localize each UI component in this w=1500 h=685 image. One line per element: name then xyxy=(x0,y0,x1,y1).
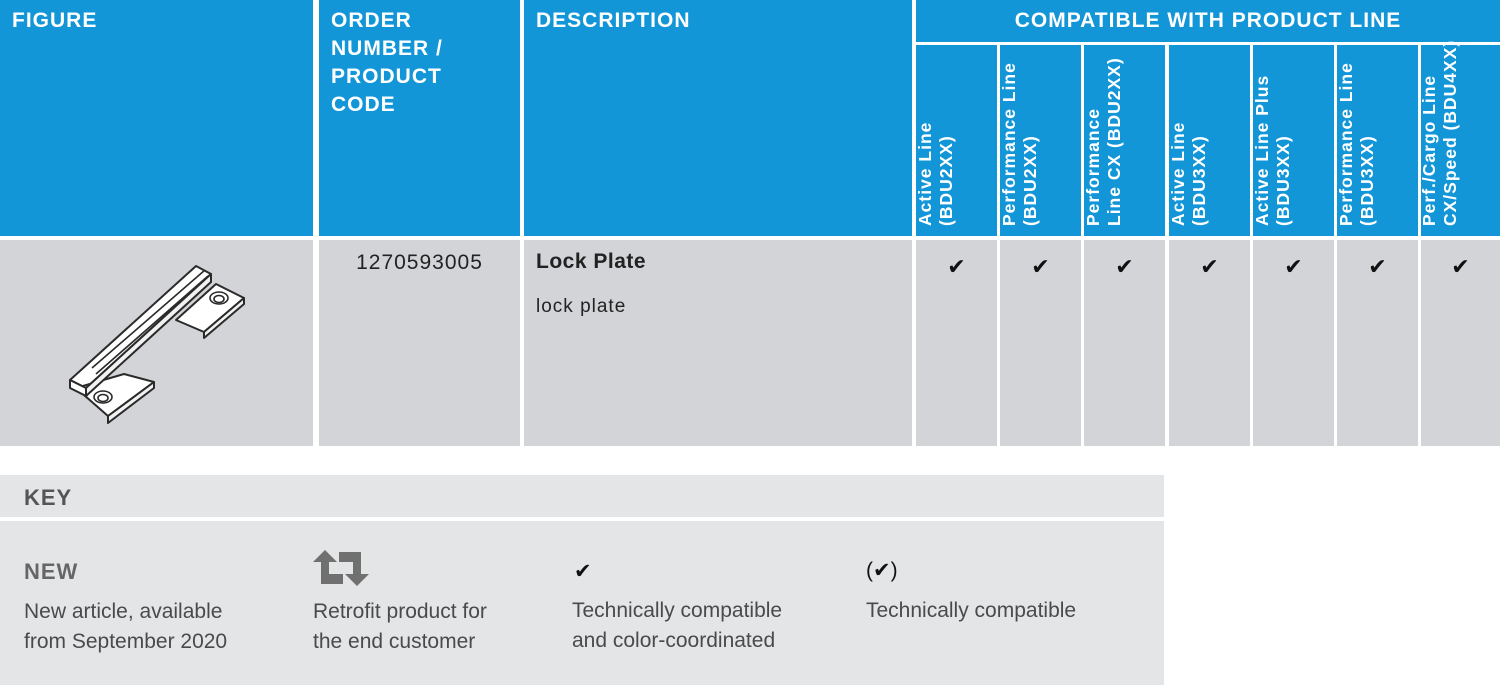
compat-cell: ✔ xyxy=(1084,240,1165,446)
product-line-name: Active Line Plus xyxy=(1251,74,1272,226)
compat-cell: ✔ xyxy=(1169,240,1250,446)
product-line-name: Performance Line xyxy=(998,62,1019,226)
check-icon: ✔ xyxy=(1451,254,1470,279)
retrofit-arrows-icon xyxy=(313,550,369,586)
paren-check-description: Technically compatible xyxy=(866,599,1077,622)
key-header: KEY xyxy=(0,475,1164,517)
product-line-code: (BDU3XX) xyxy=(1272,135,1293,226)
retrofit-text-line: the end customer xyxy=(313,630,476,653)
product-line-header: Performance Line (BDU3XX) xyxy=(1335,45,1418,236)
order-number-cell: 1270593005 xyxy=(319,240,520,446)
product-line-name: Perf./Cargo Line xyxy=(1418,74,1439,226)
order-number: 1270593005 xyxy=(356,251,483,274)
product-line-code: (BDU2XX) xyxy=(1019,135,1040,226)
product-line-header: Active Line (BDU3XX) xyxy=(1167,45,1250,236)
header-order-label: ORDER NUMBER / PRODUCT CODE xyxy=(331,9,443,116)
compat-cell: ✔ xyxy=(916,240,997,446)
header-description: DESCRIPTION xyxy=(524,0,912,236)
check-text-line: and color-coordinated xyxy=(572,629,776,652)
header-figure: FIGURE xyxy=(0,0,313,236)
new-description: New article, available from September 20… xyxy=(24,597,227,657)
product-line-name: Active Line xyxy=(914,121,935,226)
check-icon: ✔ xyxy=(1115,254,1134,279)
product-line-code: (BDU2XX) xyxy=(935,135,956,226)
check-icon: ✔ xyxy=(1200,254,1219,279)
product-line-code: Line CX (BDU2XX) xyxy=(1103,57,1124,226)
header-compatible-label: COMPATIBLE WITH PRODUCT LINE xyxy=(1014,9,1402,32)
product-line-code: CX/Speed (BDU4XX) xyxy=(1439,39,1460,226)
compat-cell: ✔ xyxy=(1253,240,1334,446)
paren-check-icon: (✔) xyxy=(866,559,898,582)
product-line-name: Active Line xyxy=(1167,121,1188,226)
product-line-name: Performance Line xyxy=(1335,62,1356,226)
check-text-line: Technically compatible xyxy=(572,599,783,622)
retrofit-text-line: Retrofit product for xyxy=(313,600,487,623)
check-description: Technically compatible and color-coordin… xyxy=(572,596,782,656)
retrofit-description: Retrofit product for the end customer xyxy=(313,597,487,657)
product-line-code: (BDU3XX) xyxy=(1356,135,1377,226)
check-icon: ✔ xyxy=(947,254,966,279)
description-cell: Lock Plate lock plate xyxy=(524,240,912,446)
header-description-label: DESCRIPTION xyxy=(536,9,691,32)
figure-cell xyxy=(0,240,313,446)
product-line-header: Active Line Plus (BDU3XX) xyxy=(1251,45,1334,236)
product-line-header: Perf./Cargo Line CX/Speed (BDU4XX) xyxy=(1419,40,1500,236)
check-icon: ✔ xyxy=(574,560,592,583)
new-text-line: from September 2020 xyxy=(24,630,228,653)
new-badge: NEW xyxy=(24,559,79,584)
check-icon: ✔ xyxy=(1031,254,1050,279)
product-line-name: Performance xyxy=(1082,108,1103,226)
compat-cell: ✔ xyxy=(1421,240,1500,446)
product-line-code: (BDU3XX) xyxy=(1188,135,1209,226)
lock-plate-drawing xyxy=(69,265,245,424)
key-body: NEW New article, available from Septembe… xyxy=(0,521,1164,685)
product-title: Lock Plate xyxy=(536,250,647,273)
check-icon: ✔ xyxy=(1368,254,1387,279)
product-line-header: Active Line (BDU2XX) xyxy=(914,45,997,236)
new-text-line: New article, available xyxy=(24,600,223,623)
header-compatible: COMPATIBLE WITH PRODUCT LINE xyxy=(916,0,1500,42)
product-subtitle: lock plate xyxy=(536,296,627,317)
header-figure-label: FIGURE xyxy=(12,9,98,32)
header-order-number: ORDER NUMBER / PRODUCT CODE xyxy=(319,0,520,236)
product-line-header: Performance Line CX (BDU2XX) xyxy=(1082,45,1165,236)
compat-cell: ✔ xyxy=(1337,240,1418,446)
product-line-header: Performance Line (BDU2XX) xyxy=(998,45,1081,236)
compat-cell: ✔ xyxy=(1000,240,1081,446)
check-icon: ✔ xyxy=(1284,254,1303,279)
key-title: KEY xyxy=(24,485,73,510)
